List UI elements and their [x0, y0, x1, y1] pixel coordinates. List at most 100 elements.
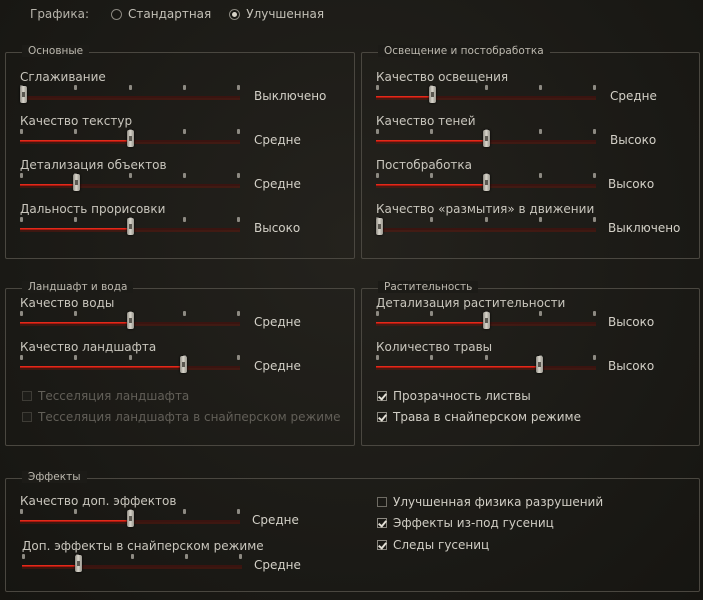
slider-thumb[interactable]: [429, 86, 437, 103]
slider-tick: [538, 311, 542, 316]
slider-thumb[interactable]: [482, 174, 490, 191]
slider-value: Высоко: [608, 177, 655, 191]
slider-thumb[interactable]: [535, 356, 543, 373]
slider-thumb[interactable]: [482, 130, 490, 147]
slider-track[interactable]: [20, 311, 240, 329]
slider-thumb[interactable]: [126, 312, 134, 329]
graphics-standard-radio[interactable]: Стандартная: [111, 7, 211, 21]
slider-tick: [74, 85, 78, 90]
radio-improved-indicator[interactable]: [229, 8, 241, 20]
slider-tick: [237, 173, 240, 178]
slider-thumb[interactable]: [482, 312, 490, 329]
slider-tick: [130, 554, 134, 559]
slider-thumb[interactable]: [126, 218, 134, 235]
slider-rail: [22, 565, 242, 567]
slider-tick: [376, 311, 379, 316]
checkbox-grass-sniper[interactable]: Трава в снайперском режиме: [377, 410, 581, 424]
slider-tick: [376, 85, 379, 90]
slider-fill: [20, 140, 130, 142]
slider-glow: [376, 230, 596, 232]
slider-rail: [20, 184, 240, 186]
slider-track[interactable]: [20, 85, 240, 103]
checkbox-box[interactable]: [377, 518, 387, 528]
graphics-standard-label: Стандартная: [128, 7, 212, 21]
group-landscape-title: Ландшафт и вода: [22, 281, 134, 293]
slider-tick: [593, 173, 596, 178]
slider-thumb[interactable]: [376, 218, 383, 235]
slider-rail: [20, 96, 240, 98]
slider-value: Средне: [610, 89, 657, 103]
group-effects: Эффекты: [5, 471, 700, 592]
group-basic: Основные: [5, 45, 355, 259]
slider-tick: [20, 311, 23, 316]
slider-value: Средне: [254, 359, 301, 373]
slider-tick: [430, 217, 434, 222]
checkbox-track-effects[interactable]: Эффекты из-под гусениц: [377, 516, 554, 530]
slider-thumb[interactable]: [126, 510, 134, 527]
checkbox-box[interactable]: [377, 391, 387, 401]
slider-thumb[interactable]: [75, 555, 83, 572]
slider-track[interactable]: [20, 217, 240, 235]
slider-tick: [182, 173, 186, 178]
checkbox-box[interactable]: [377, 540, 387, 550]
checkbox-box[interactable]: [22, 412, 32, 422]
checkbox-track-marks[interactable]: Следы гусениц: [377, 538, 489, 552]
checkbox-label: Тесселяция ландшафта в снайперском режим…: [38, 410, 341, 424]
slider-track[interactable]: [20, 355, 240, 373]
slider-label: Дальность прорисовки: [20, 202, 166, 216]
slider-rail: [376, 228, 596, 230]
slider-value: Средне: [254, 177, 301, 191]
slider-thumb[interactable]: [20, 86, 27, 103]
slider-track[interactable]: [20, 173, 240, 191]
checkbox-box[interactable]: [377, 497, 387, 507]
slider-fill: [22, 565, 77, 567]
slider-tick: [20, 509, 23, 514]
slider-glow: [20, 98, 240, 100]
group-lighting: Освещение и постобработка: [361, 45, 700, 259]
slider-tick: [484, 85, 488, 90]
slider-tick: [20, 217, 23, 222]
graphics-label: Графика:: [30, 7, 89, 21]
slider-tick: [538, 85, 542, 90]
slider-tick: [538, 217, 542, 222]
slider-track[interactable]: [376, 217, 596, 235]
slider-fill: [20, 184, 75, 186]
slider-tick: [22, 554, 25, 559]
slider-label: Сглаживание: [20, 70, 106, 84]
slider-track[interactable]: [20, 129, 240, 147]
slider-tick: [593, 355, 596, 360]
slider-tick: [593, 311, 596, 316]
slider-track[interactable]: [376, 311, 596, 329]
slider-value: Выключено: [608, 221, 681, 235]
group-landscape: Ландшафт и вода: [5, 281, 355, 446]
checkbox-box[interactable]: [22, 391, 32, 401]
checkbox-tessellation-sniper[interactable]: Тесселяция ландшафта в снайперском режим…: [22, 410, 341, 424]
slider-track[interactable]: [376, 129, 596, 147]
slider-tick: [182, 311, 186, 316]
slider-thumb[interactable]: [126, 130, 134, 147]
checkbox-destruction-physics[interactable]: Улучшенная физика разрушений: [377, 495, 603, 509]
checkbox-tessellation[interactable]: Тесселяция ландшафта: [22, 389, 189, 403]
slider-thumb[interactable]: [73, 174, 81, 191]
slider-label: Детализация растительности: [376, 296, 566, 310]
radio-standard-indicator[interactable]: [111, 8, 122, 20]
slider-track[interactable]: [20, 509, 240, 527]
graphics-improved-radio[interactable]: Улучшенная: [229, 7, 324, 21]
slider-tick: [74, 355, 78, 360]
slider-tick: [593, 217, 596, 222]
checkbox-foliage-transparency[interactable]: Прозрачность листвы: [377, 389, 531, 403]
checkbox-box[interactable]: [377, 412, 387, 422]
slider-tick: [430, 129, 434, 134]
checkbox-label: Эффекты из-под гусениц: [393, 516, 554, 530]
slider-label: Качество доп. эффектов: [20, 494, 177, 508]
slider-label: Качество воды: [20, 296, 115, 310]
slider-tick: [430, 355, 434, 360]
slider-thumb[interactable]: [179, 356, 187, 373]
slider-tick: [20, 355, 23, 360]
slider-track[interactable]: [376, 173, 596, 191]
slider-track[interactable]: [22, 554, 242, 572]
slider-track[interactable]: [376, 355, 596, 373]
slider-tick: [237, 217, 240, 222]
slider-track[interactable]: [376, 85, 596, 103]
checkbox-label: Трава в снайперском режиме: [393, 410, 581, 424]
